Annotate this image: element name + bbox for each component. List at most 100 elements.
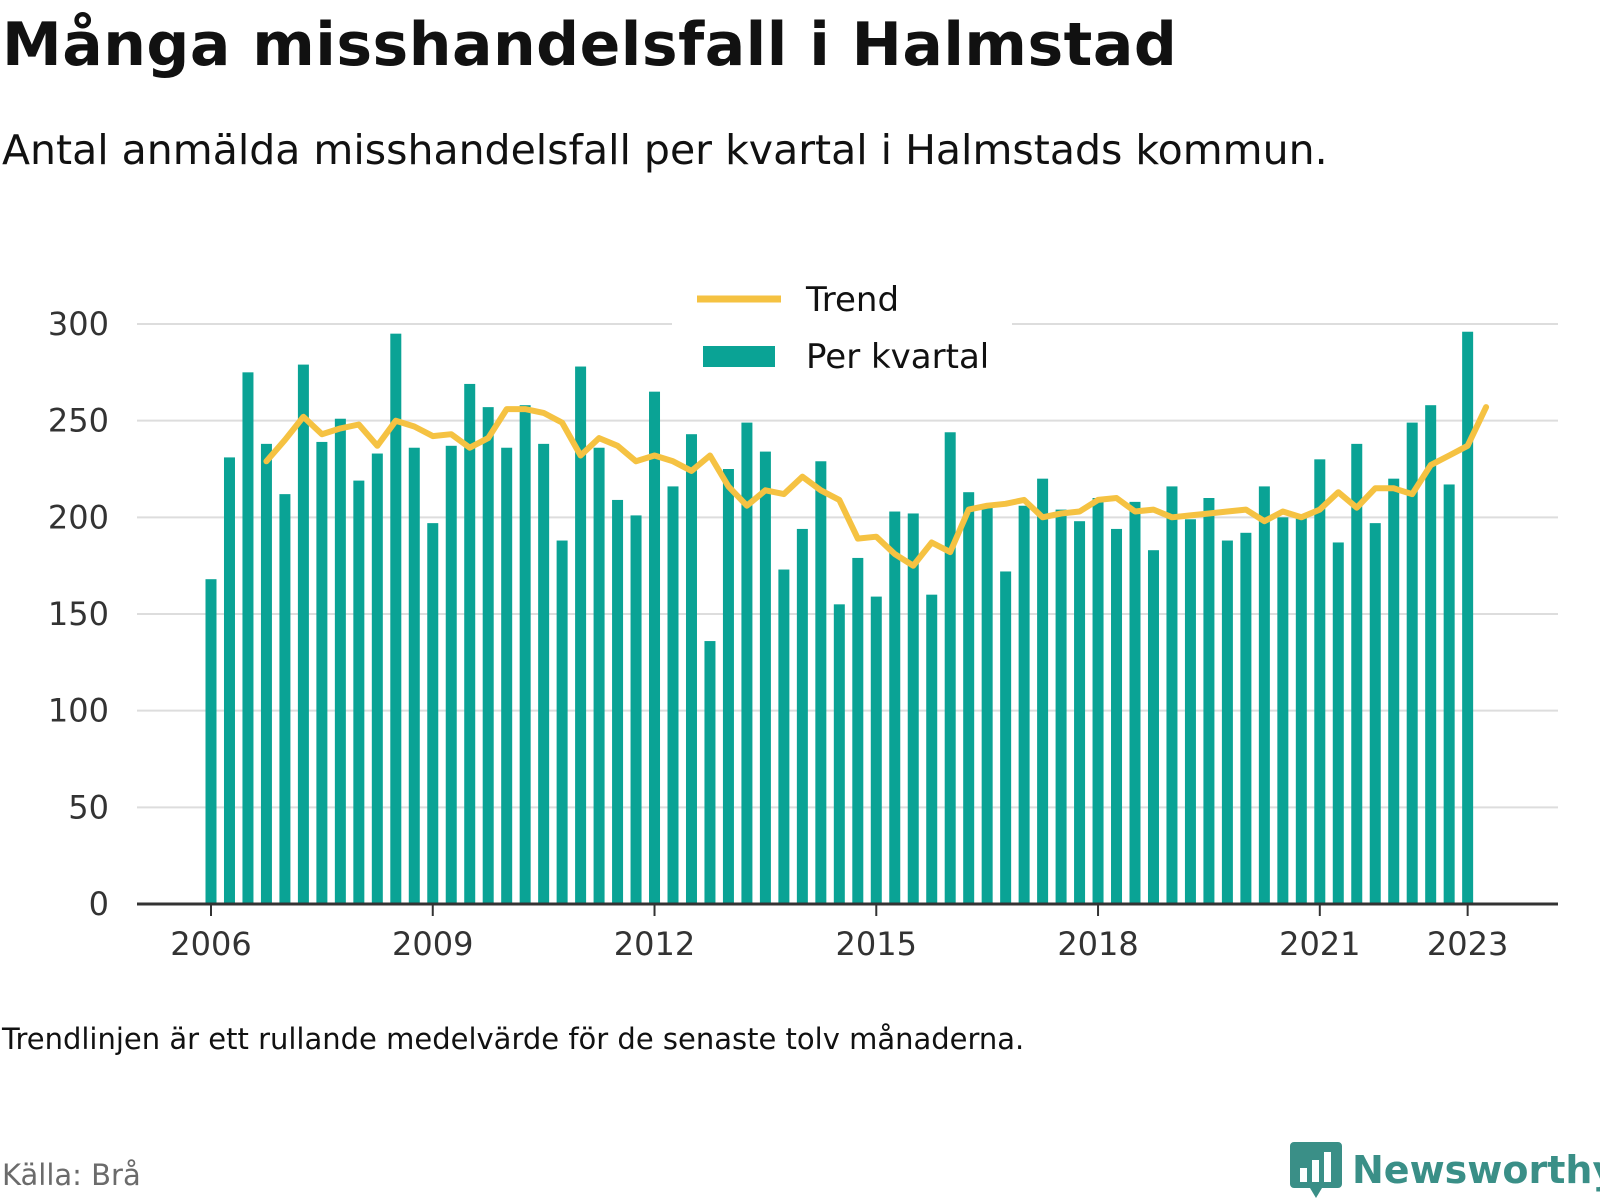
bar xyxy=(316,441,328,904)
bar xyxy=(889,511,901,904)
x-tick-labels: 2006 2009 2012 2015 2018 2021 2023 xyxy=(170,925,1508,963)
bar xyxy=(242,372,254,904)
brand-logo[interactable]: Newsworthy xyxy=(1290,1140,1600,1200)
brand-name: Newsworthy xyxy=(1352,1148,1600,1192)
y-tick-label: 300 xyxy=(48,305,109,343)
bar xyxy=(1425,405,1437,904)
bar xyxy=(1166,486,1178,904)
bar xyxy=(1240,532,1252,904)
bar xyxy=(1074,521,1086,904)
bar xyxy=(1203,498,1215,904)
bar xyxy=(501,447,513,904)
bar xyxy=(1258,486,1270,904)
bar xyxy=(944,432,956,904)
bar xyxy=(1277,517,1289,904)
bar xyxy=(408,447,420,904)
bar xyxy=(649,391,661,905)
bar xyxy=(205,579,217,904)
bar xyxy=(685,434,697,904)
x-tick-label: 2015 xyxy=(836,925,917,963)
bar xyxy=(556,540,568,904)
bar xyxy=(1221,540,1233,904)
bar xyxy=(1111,528,1123,904)
y-tick-label: 100 xyxy=(48,692,109,730)
y-tick-label: 250 xyxy=(48,402,109,440)
bar xyxy=(1184,519,1196,904)
bar xyxy=(482,407,494,904)
bar xyxy=(630,515,642,904)
bar xyxy=(704,641,716,904)
bar xyxy=(926,594,938,904)
y-tick-label: 200 xyxy=(48,498,109,536)
bar xyxy=(1406,422,1418,904)
newsworthy-chat-bars-icon xyxy=(1290,1142,1342,1198)
bar xyxy=(279,494,291,904)
bar xyxy=(833,604,845,904)
y-tick-label: 50 xyxy=(68,788,109,826)
bar xyxy=(575,366,587,904)
legend-trend-label: Trend xyxy=(805,280,899,320)
trend-line xyxy=(263,404,1490,569)
bar xyxy=(538,443,550,904)
y-tick-label: 0 xyxy=(89,885,109,923)
x-tick-marks xyxy=(210,904,1469,916)
bar xyxy=(1351,443,1363,904)
bar xyxy=(796,528,808,904)
bar xyxy=(722,469,734,904)
bar xyxy=(1462,331,1474,904)
bar xyxy=(390,333,402,905)
bar xyxy=(427,523,439,904)
bar xyxy=(1000,571,1012,904)
legend-bar-swatch xyxy=(703,346,775,367)
bar xyxy=(445,445,457,904)
bar xyxy=(1037,478,1049,904)
bar xyxy=(759,451,771,904)
y-tick-labels: 0 50 100 150 200 250 300 xyxy=(48,305,109,923)
x-tick-label: 2023 xyxy=(1427,925,1508,963)
bar xyxy=(981,507,993,904)
source-credit: Källa: Brå xyxy=(2,1158,141,1192)
bar xyxy=(519,405,531,904)
chart-subtitle: Antal anmälda misshandelsfall per kvarta… xyxy=(2,126,1328,174)
bar xyxy=(1018,505,1030,904)
bar xyxy=(593,447,605,904)
x-tick-label: 2018 xyxy=(1057,925,1138,963)
bars xyxy=(205,331,1474,905)
bar xyxy=(852,557,864,904)
chart-title: Många misshandelsfall i Halmstad xyxy=(2,10,1178,80)
bar xyxy=(612,499,624,904)
x-tick-label: 2012 xyxy=(614,925,695,963)
bar xyxy=(778,569,790,904)
bar xyxy=(1332,542,1344,904)
legend: Trend Per kvartal xyxy=(672,266,1012,386)
footnote: Trendlinjen är ett rullande medelvärde f… xyxy=(2,1022,1025,1056)
bar xyxy=(297,364,309,905)
bar xyxy=(667,486,679,904)
x-tick-label: 2021 xyxy=(1279,925,1360,963)
bar xyxy=(741,422,753,904)
bar xyxy=(334,418,346,904)
bar xyxy=(1369,523,1381,904)
bar xyxy=(1147,550,1159,904)
bar xyxy=(1055,509,1067,904)
bar xyxy=(870,596,882,904)
x-tick-label: 2006 xyxy=(170,925,251,963)
bar xyxy=(260,443,272,904)
bar xyxy=(815,461,827,904)
bar xyxy=(223,457,235,904)
legend-bar-label: Per kvartal xyxy=(806,337,989,377)
bar xyxy=(464,383,476,904)
bar xyxy=(1129,501,1141,904)
bar xyxy=(371,453,383,904)
y-tick-label: 150 xyxy=(48,595,109,633)
bar xyxy=(353,480,365,904)
bar xyxy=(1295,517,1307,904)
x-tick-label: 2009 xyxy=(392,925,473,963)
bar xyxy=(1092,498,1104,904)
bar xyxy=(1314,459,1326,904)
bar xyxy=(963,492,975,904)
bar xyxy=(1388,478,1400,904)
bar xyxy=(907,513,919,904)
bar xyxy=(1443,484,1455,904)
